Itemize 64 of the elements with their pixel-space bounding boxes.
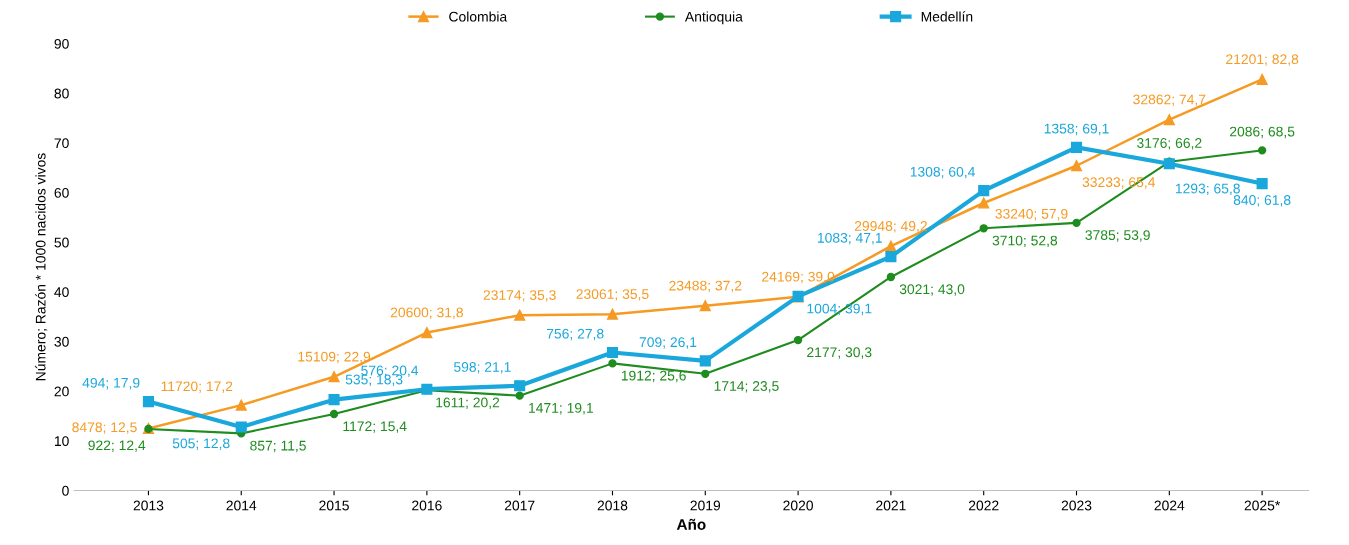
x-axis-title: Año <box>676 518 706 530</box>
y-axis-title: Número; Razón * 1000 nacidos vivos <box>35 153 48 381</box>
data-label: 11720; 17,2 <box>161 381 233 393</box>
x-tick-label: 2014 <box>226 500 257 511</box>
data-label: 598; 21,1 <box>453 362 511 374</box>
data-label: 1004; 39,1 <box>807 303 872 316</box>
data-label: 3710; 52,8 <box>992 235 1058 248</box>
x-tick-label: 2025* <box>1244 500 1281 511</box>
data-label: 840; 61,8 <box>1233 195 1291 207</box>
x-tick-label: 2023 <box>1061 500 1092 511</box>
data-label: 21201; 82,8 <box>1226 54 1299 66</box>
data-label: 1714; 23,5 <box>714 381 779 393</box>
data-label: 1912; 25,6 <box>621 370 686 383</box>
legend-label: Antioquia <box>684 11 743 25</box>
data-label: 15109; 22,9 <box>298 351 371 364</box>
data-label: 1308; 60,4 <box>910 166 975 179</box>
x-tick-label: 2022 <box>968 500 999 511</box>
legend-label: Colombia <box>449 11 508 22</box>
y-tick-label: 50 <box>54 237 69 248</box>
x-tick-label: 2015 <box>319 500 349 511</box>
y-tick-label: 10 <box>54 436 69 447</box>
data-label: 3021; 43,0 <box>899 284 965 296</box>
data-label: 1293; 65,8 <box>1175 183 1240 196</box>
data-label: 1611; 20,2 <box>436 397 500 409</box>
legend-label: Medellín <box>921 11 973 22</box>
data-label: 2177; 30,3 <box>807 347 872 359</box>
y-tick-label: 30 <box>54 336 69 347</box>
x-tick-label: 2018 <box>597 500 628 511</box>
y-tick-label: 40 <box>54 287 69 298</box>
data-label: 23488; 37,2 <box>669 280 742 293</box>
data-label: 24169; 39,0 <box>762 271 835 284</box>
data-label: 1471; 19,1 <box>529 402 593 415</box>
data-label: 922; 12,4 <box>88 440 146 452</box>
data-label: 2086; 68,5 <box>1230 126 1295 139</box>
data-label: 3176; 66,2 <box>1137 138 1202 150</box>
y-tick-label: 70 <box>54 138 69 149</box>
x-tick-label: 2020 <box>783 500 813 511</box>
data-label: 8478; 12,5 <box>72 422 137 434</box>
data-label: 3785; 53,9 <box>1085 230 1150 242</box>
x-tick-label: 2017 <box>504 500 535 511</box>
x-tick-label: 2019 <box>690 500 721 511</box>
data-label: 32862; 74,7 <box>1133 94 1206 106</box>
data-label: 756; 27,8 <box>546 328 604 341</box>
data-label: 1358; 69,1 <box>1044 123 1109 136</box>
data-label: 33240; 57,9 <box>995 208 1068 221</box>
y-tick-label: 0 <box>62 485 69 496</box>
y-tick-label: 60 <box>54 187 69 198</box>
y-tick-label: 80 <box>54 88 69 99</box>
data-label: 494; 17,9 <box>82 377 140 390</box>
data-label: 29948; 49,2 <box>854 221 927 233</box>
y-tick-label: 20 <box>54 386 69 397</box>
data-label: 23061; 35,5 <box>576 289 649 301</box>
x-tick-label: 2016 <box>412 500 442 511</box>
y-tick-label: 90 <box>54 38 69 49</box>
data-label: 1083; 47,1 <box>817 232 882 245</box>
x-tick-label: 2024 <box>1154 500 1185 511</box>
data-label: 1172; 15,4 <box>343 421 407 433</box>
data-label: 23174; 35,3 <box>483 290 556 302</box>
data-label: 857; 11,5 <box>250 440 306 453</box>
data-label: 709; 26,1 <box>639 337 697 349</box>
x-tick-label: 2013 <box>133 500 164 511</box>
data-label: 505; 12,8 <box>172 438 230 450</box>
x-tick-label: 2021 <box>876 500 906 511</box>
data-label: 20600; 31,8 <box>390 307 463 319</box>
